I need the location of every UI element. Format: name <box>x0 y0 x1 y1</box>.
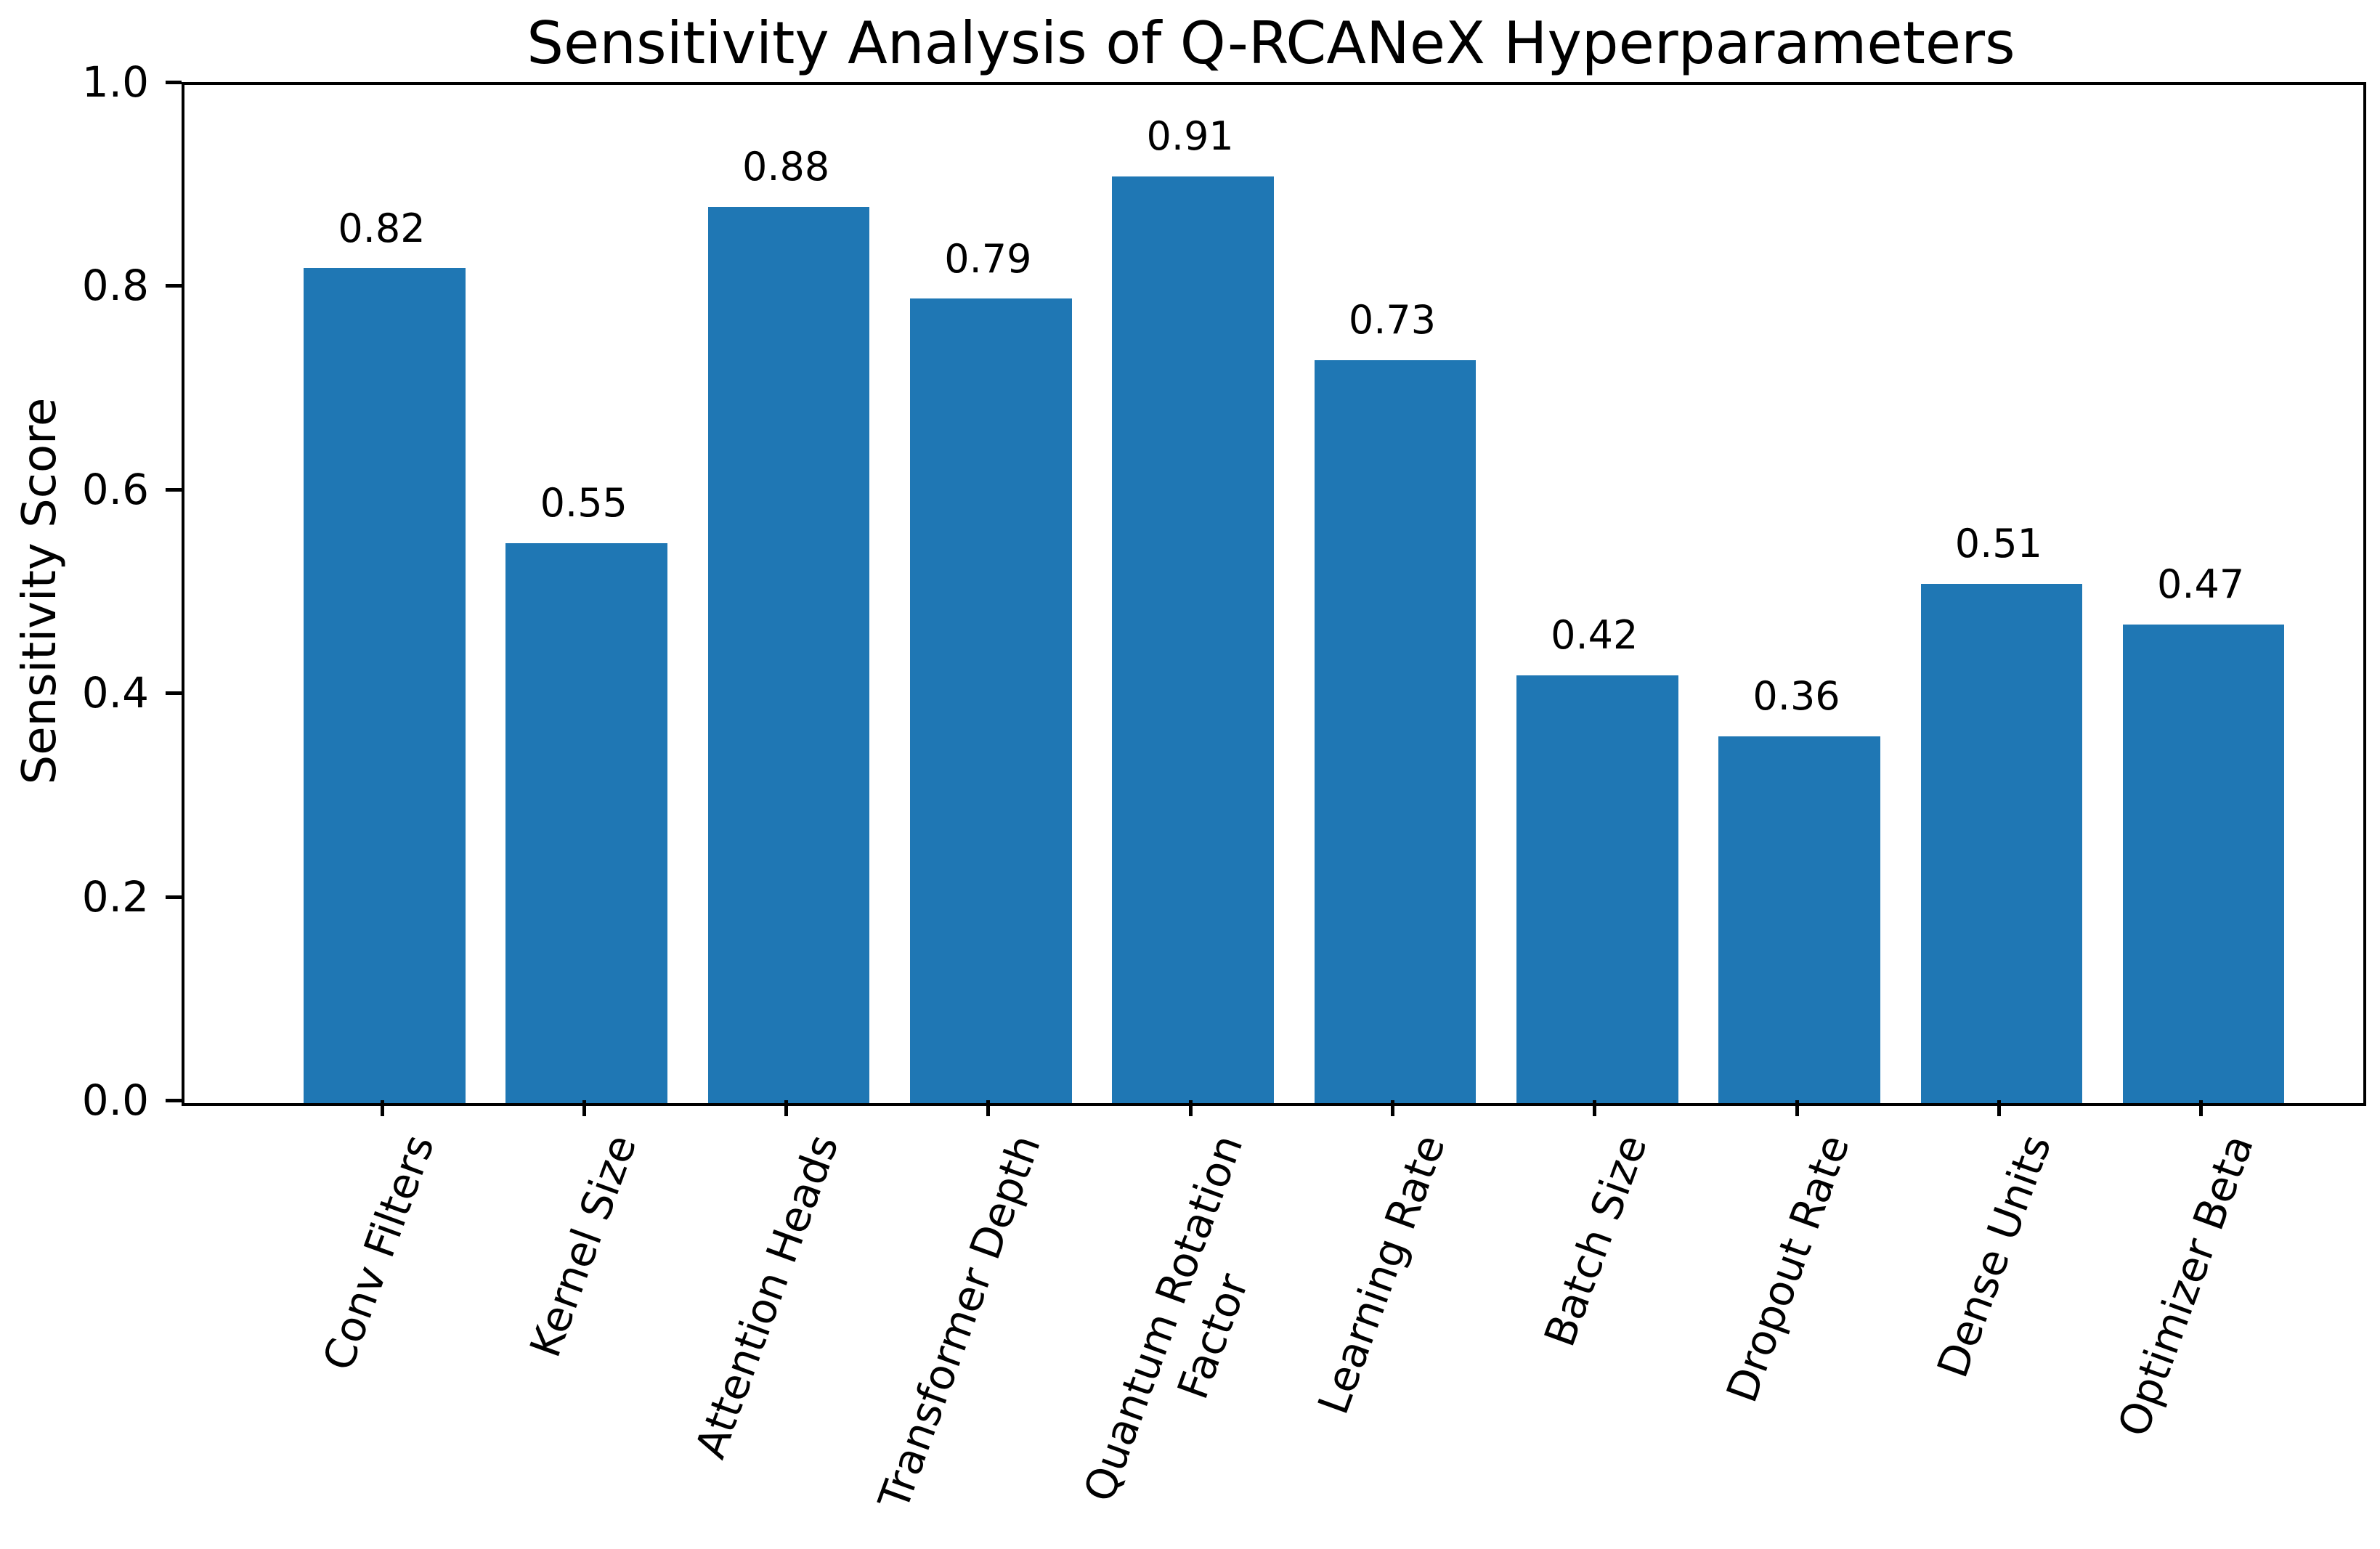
y-tick-mark <box>166 1099 182 1102</box>
y-tick-mark <box>166 284 182 288</box>
y-tick-mark <box>166 487 182 492</box>
x-tick-label: Optimizer Beta <box>2108 1128 2263 1443</box>
y-tick-label: 0.2 <box>81 871 149 922</box>
y-tick-mark <box>166 895 182 899</box>
bar-value-label: 0.79 <box>944 235 1032 282</box>
y-tick-label: 0.8 <box>81 261 149 311</box>
bar <box>1920 583 2083 1103</box>
bar-value-label: 0.47 <box>2157 561 2245 608</box>
x-tick-mark <box>380 1100 384 1116</box>
x-tick-label: Kernel Size <box>520 1128 646 1364</box>
x-tick-label: Attention Heads <box>685 1128 848 1465</box>
x-tick-label: Conv Filters <box>313 1128 444 1377</box>
bar-value-label: 0.73 <box>1348 296 1437 343</box>
bar-value-label: 0.82 <box>338 205 426 251</box>
x-tick-label: Quantum Rotation Factor <box>1073 1128 1259 1508</box>
bar-value-label: 0.36 <box>1752 673 1840 720</box>
y-tick-mark <box>166 81 182 84</box>
bar <box>1112 176 1274 1103</box>
bar <box>910 298 1072 1103</box>
bar-value-label: 0.88 <box>742 144 830 190</box>
x-tick-mark <box>1593 1100 1597 1116</box>
bar-value-label: 0.42 <box>1551 612 1638 659</box>
bar-value-label: 0.51 <box>1954 521 2042 567</box>
x-tick-label: Dropout Rate <box>1716 1128 1859 1409</box>
x-tick-mark <box>1390 1100 1394 1116</box>
x-tick-mark <box>784 1100 789 1116</box>
bar <box>505 542 668 1103</box>
x-tick-label: Batch Size <box>1535 1128 1657 1353</box>
y-tick-label: 0.4 <box>81 668 149 718</box>
x-tick-label: Learning Rate <box>1307 1128 1455 1420</box>
x-tick-label: Dense Units <box>1928 1128 2061 1384</box>
bar <box>1718 736 1880 1103</box>
plot-area <box>182 82 2366 1106</box>
x-tick-mark <box>986 1100 991 1116</box>
chart-title: Sensitivity Analysis of Q-RCANeX Hyperpa… <box>527 9 2015 77</box>
y-tick-label: 0.6 <box>81 464 149 514</box>
bar <box>304 268 466 1103</box>
x-tick-label: Transformer Depth <box>869 1128 1051 1516</box>
bar-value-label: 0.91 <box>1146 113 1234 160</box>
bar <box>1516 675 1678 1103</box>
y-axis-label: Sensitivity Score <box>13 397 67 785</box>
y-tick-label: 0.0 <box>81 1076 149 1125</box>
x-tick-mark <box>1188 1100 1193 1116</box>
x-tick-mark <box>1997 1100 2001 1116</box>
x-tick-mark <box>1795 1100 1799 1116</box>
x-tick-mark <box>2199 1100 2204 1116</box>
y-tick-mark <box>166 691 182 696</box>
bar <box>707 207 870 1103</box>
bar-value-label: 0.55 <box>540 480 628 527</box>
x-tick-mark <box>582 1100 586 1116</box>
bar <box>1314 359 1477 1103</box>
bar <box>2122 625 2285 1103</box>
y-tick-label: 1.0 <box>81 57 149 107</box>
